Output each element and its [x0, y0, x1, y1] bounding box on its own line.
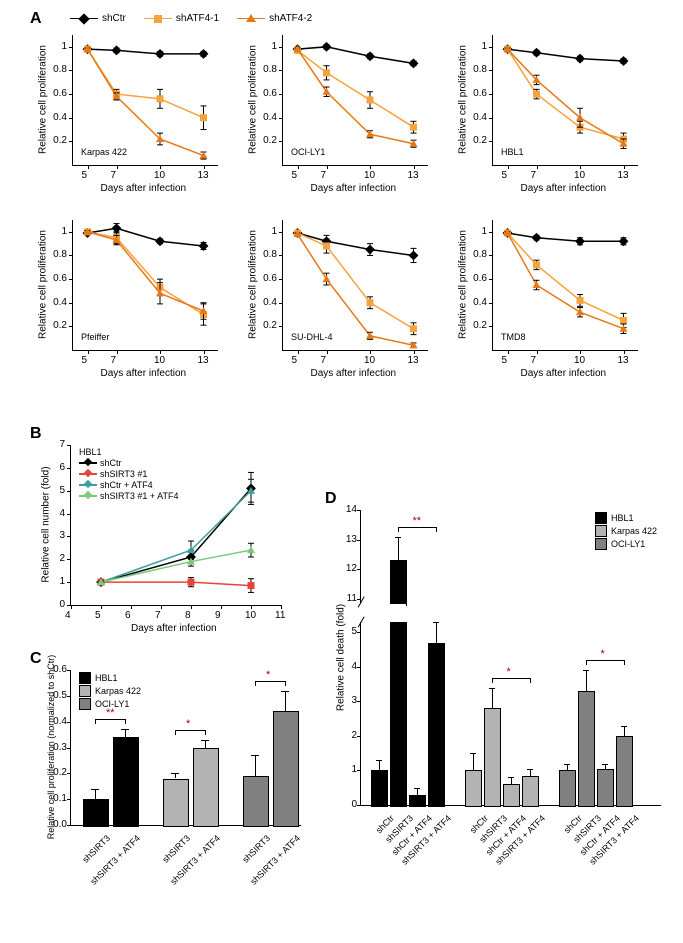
line-chart: 0.20.40.60.81571013TMD8Relative cell pro… — [492, 220, 638, 351]
legend-label: shATF4-2 — [269, 13, 312, 24]
panel-d-label: D — [325, 490, 337, 508]
panel-c-label: C — [30, 650, 42, 668]
bar — [273, 711, 299, 827]
bar — [243, 776, 269, 827]
legend-label: shCtr — [102, 13, 126, 24]
panel-d-chart: 01234511121314Relative cell death (fold)… — [360, 510, 661, 806]
line-chart: 0.20.40.60.81571013OCI-LY1Relative cell … — [282, 35, 428, 166]
legend-item-shatf4-1: shATF4-1 — [144, 13, 219, 24]
panel-a-legend: shCtr shATF4-1 shATF4-2 — [70, 13, 330, 24]
legend-label: shATF4-1 — [176, 13, 219, 24]
panel-a-subplot: 0.20.40.60.81571013TMD8Relative cell pro… — [492, 220, 638, 351]
bar — [193, 748, 219, 828]
legend-item-shatf4-2: shATF4-2 — [237, 13, 312, 24]
legend-item-shctr: shCtr — [70, 13, 126, 24]
panel-d-legend: HBL1Karpas 422OCI-LY1 — [595, 512, 657, 551]
panel-a-subplot: 0.20.40.60.81571013HBL1Relative cell pro… — [492, 35, 638, 166]
panel-c-chart: 0.00.10.20.30.40.50.6Relative cell proli… — [70, 670, 301, 826]
bar — [163, 779, 189, 828]
line-chart: 0.20.40.60.81571013PfeifferRelative cell… — [72, 220, 218, 351]
panel-b-legend: HBL1shCtrshSIRT3 #1shCtr + ATF4shSIRT3 #… — [79, 447, 178, 501]
panel-a-subplot: 0.20.40.60.81571013PfeifferRelative cell… — [72, 220, 218, 351]
panel-b-chart: 012345674567891011Relative cell number (… — [70, 445, 281, 606]
line-chart: 0.20.40.60.81571013SU-DHL-4Relative cell… — [282, 220, 428, 351]
line-chart: 0.20.40.60.81571013HBL1Relative cell pro… — [492, 35, 638, 166]
line-chart: 0.20.40.60.81571013Karpas 422Relative ce… — [72, 35, 218, 166]
bar — [113, 737, 139, 827]
line-chart: 012345674567891011Relative cell number (… — [70, 445, 281, 606]
panel-a-subplot: 0.20.40.60.81571013Karpas 422Relative ce… — [72, 35, 218, 166]
panel-c-legend: HBL1Karpas 422OCI-LY1 — [79, 672, 141, 711]
panel-a-subplot: 0.20.40.60.81571013OCI-LY1Relative cell … — [282, 35, 428, 166]
panel-a-subplot: 0.20.40.60.81571013SU-DHL-4Relative cell… — [282, 220, 428, 351]
figure-root: A shCtr shATF4-1 shATF4-2 0.20.40.60.815… — [10, 10, 673, 933]
bar — [83, 799, 109, 827]
panel-c-barchart: 0.00.10.20.30.40.50.6Relative cell proli… — [70, 670, 301, 826]
panel-a-label: A — [30, 10, 42, 28]
panel-d-barchart: 01234511121314Relative cell death (fold)… — [360, 510, 661, 806]
panel-b-label: B — [30, 425, 42, 443]
